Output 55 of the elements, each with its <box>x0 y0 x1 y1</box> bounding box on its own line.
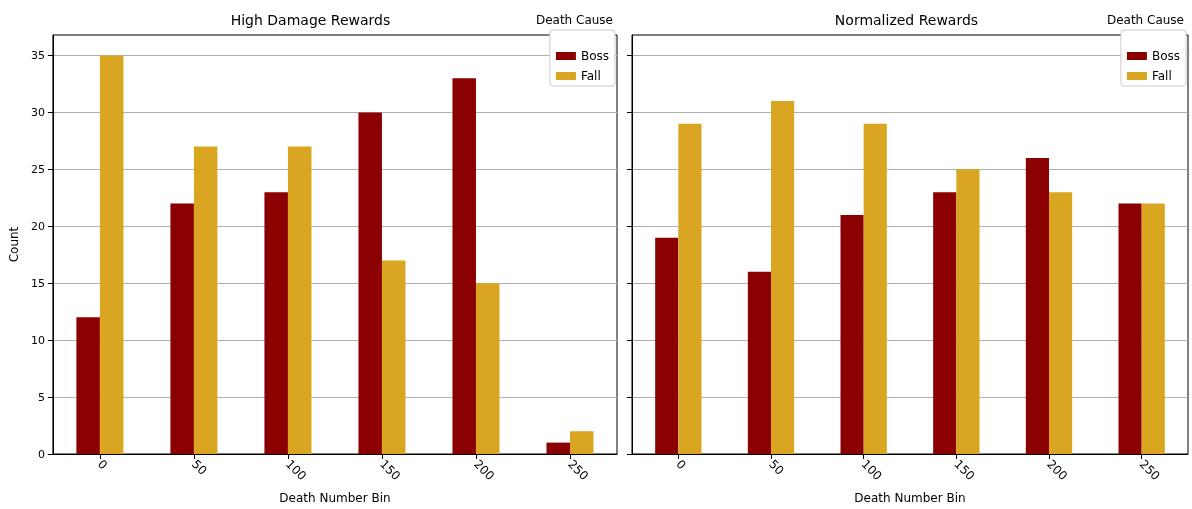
x-tick-label: 150 <box>951 457 978 484</box>
bar <box>76 317 100 454</box>
legend-label: Fall <box>580 69 601 83</box>
x-tick-label: 200 <box>471 457 498 484</box>
bar <box>381 260 406 454</box>
bar <box>99 55 124 454</box>
bar <box>1025 157 1049 454</box>
bar <box>170 203 194 454</box>
chart-title: Normalized Rewards <box>834 12 979 28</box>
bar <box>193 146 218 454</box>
bar <box>1141 203 1165 454</box>
bar <box>655 237 679 454</box>
chart-title: High Damage Rewards <box>230 12 391 28</box>
bar <box>569 431 594 454</box>
x-tick-label: 250 <box>1136 457 1163 484</box>
bar <box>452 78 476 454</box>
x-tick-label: 0 <box>94 457 111 473</box>
legend-label: Boss <box>580 49 609 63</box>
x-axis-title: Death Number Bin <box>854 491 966 505</box>
x-tick-label: 150 <box>377 457 404 484</box>
bar <box>771 101 795 454</box>
bar <box>1118 203 1142 454</box>
legend-title: Death Cause <box>535 13 613 27</box>
legend-title: Death Cause <box>1106 13 1184 27</box>
x-tick-label: 200 <box>1044 457 1071 484</box>
bar <box>1049 192 1073 454</box>
y-tick-label: 15 <box>30 276 45 290</box>
legend-label: Fall <box>1151 69 1172 83</box>
bar <box>287 146 312 454</box>
bar <box>863 123 887 454</box>
y-tick-label: 20 <box>30 219 45 233</box>
x-tick-label: 0 <box>673 457 689 473</box>
y-axis-title: Count <box>7 226 21 263</box>
bar <box>358 112 382 454</box>
y-tick-label: 0 <box>37 447 45 461</box>
bar <box>747 271 771 454</box>
y-tick-label: 25 <box>30 162 45 176</box>
bar <box>933 192 957 454</box>
bar <box>264 192 288 454</box>
x-axis-title: Death Number Bin <box>279 491 391 505</box>
y-tick-label: 5 <box>37 390 45 404</box>
x-tick-label: 100 <box>858 457 885 484</box>
x-tick-label: 100 <box>282 457 310 484</box>
bar <box>956 169 980 454</box>
bar <box>678 123 702 454</box>
bar <box>546 442 570 454</box>
y-tick-label: 35 <box>30 48 45 62</box>
x-tick-label: 50 <box>766 457 787 478</box>
legend-label: Boss <box>1151 49 1180 63</box>
y-tick-label: 10 <box>30 333 45 347</box>
bar <box>475 283 500 454</box>
x-tick-label: 50 <box>188 457 210 478</box>
x-tick-label: 250 <box>565 457 592 484</box>
bar <box>840 214 864 454</box>
y-tick-label: 30 <box>30 105 45 119</box>
